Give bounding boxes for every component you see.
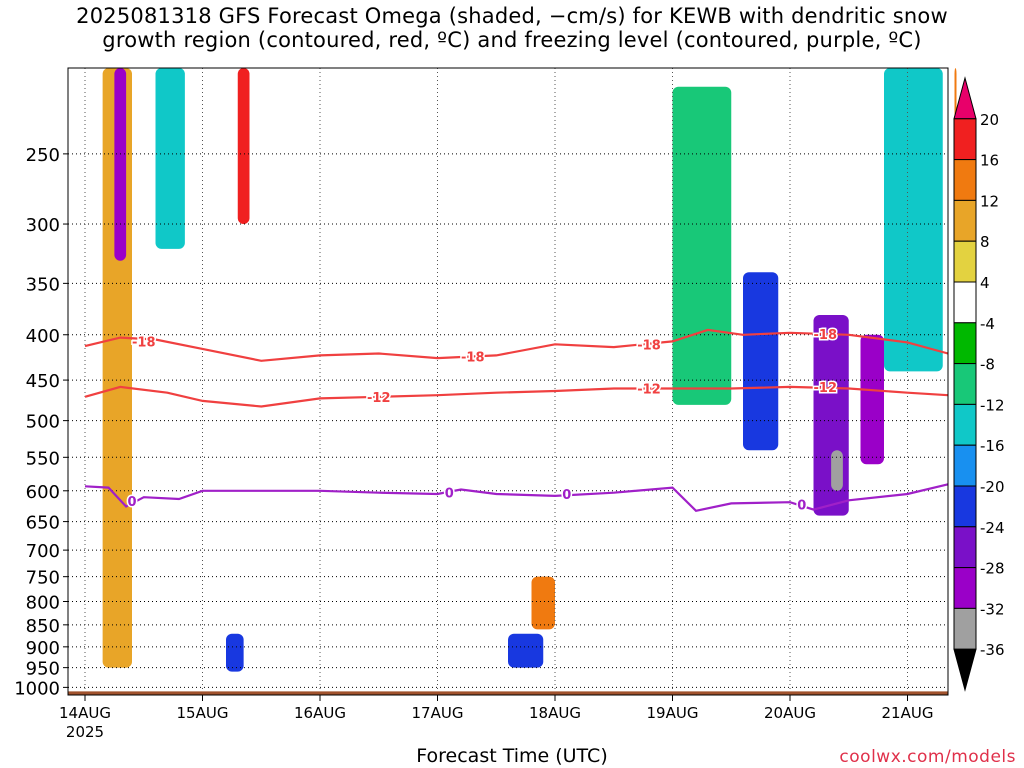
x-tick-label: 18AUG xyxy=(529,704,581,722)
chart-title-line2: growth region (contoured, red, ºC) and f… xyxy=(102,28,922,52)
colorbar-segment xyxy=(953,567,977,609)
colorbar-segment xyxy=(953,526,977,569)
x-tick-label: 21AUG xyxy=(882,704,934,722)
colorbar-label: 4 xyxy=(980,274,990,292)
y-tick-label: 700 xyxy=(26,541,60,562)
omega-shading xyxy=(102,68,957,672)
y-tick-label: 1000 xyxy=(14,678,60,699)
contour-line xyxy=(84,483,949,512)
y-tick-label: 400 xyxy=(26,326,60,347)
axes: 2503003504004505005506006507007508008509… xyxy=(14,145,933,741)
colorbar-segment xyxy=(953,607,977,650)
colorbar-label: -36 xyxy=(980,641,1005,659)
colorbar-segment xyxy=(953,118,977,161)
chart-title: 2025081318 GFS Forecast Omega (shaded, −… xyxy=(0,4,1024,52)
y-tick-label: 800 xyxy=(26,593,60,614)
y-tick-label: 450 xyxy=(26,371,60,392)
colorbar-label: 8 xyxy=(980,233,990,251)
omega-cell xyxy=(531,576,555,630)
colorbar-label: 16 xyxy=(980,152,999,170)
contour-label: -12 xyxy=(637,383,661,398)
x-tick-label: 20AUG xyxy=(764,704,816,722)
contour-label: 0 xyxy=(127,495,136,510)
contour-lines: -18 -18 -18 -18 -12 -12 -12 0 0 0 0 xyxy=(84,326,949,515)
contour-line xyxy=(84,328,949,362)
omega-cell xyxy=(672,86,732,405)
colorbar-segment xyxy=(953,159,977,201)
plot-frame xyxy=(67,67,949,696)
x-tick-label: 19AUG xyxy=(647,704,699,722)
colorbar-segment xyxy=(953,322,977,365)
contour-label: 0 xyxy=(562,488,571,503)
y-tick-label: 500 xyxy=(26,412,60,433)
contour-label: -12 xyxy=(814,381,838,396)
contour-line xyxy=(84,385,949,408)
y-tick-label: 600 xyxy=(26,482,60,503)
omega-cell xyxy=(831,450,843,491)
colorbar-segment xyxy=(953,199,977,242)
omega-cell xyxy=(743,272,779,451)
colorbar-segment xyxy=(953,240,977,283)
contour-label: 0 xyxy=(797,499,806,514)
colorbar-segment xyxy=(953,403,977,446)
y-tick-label: 300 xyxy=(26,215,60,236)
colorbar-arrow-top xyxy=(953,76,977,120)
omega-cell xyxy=(813,315,849,516)
colorbar-label: -8 xyxy=(980,356,995,374)
contour-label: -18 xyxy=(461,350,485,365)
x-tick-label: 16AUG xyxy=(294,704,346,722)
colorbar: 20 16 12 8 4 -4 -8 -12 -16 -20 -24 -28 -32 -36 xyxy=(953,76,1005,692)
omega-cell xyxy=(155,68,185,249)
contour-label: -18 xyxy=(132,335,156,350)
colorbar-label: -20 xyxy=(980,478,1005,496)
omega-cell xyxy=(114,68,127,261)
y-tick-label: 850 xyxy=(26,616,60,637)
x-tick-label: 15AUG xyxy=(177,704,229,722)
omega-cell xyxy=(860,334,884,465)
colorbar-label: -16 xyxy=(980,437,1005,455)
colorbar-segment xyxy=(953,485,977,528)
y-tick-label: 350 xyxy=(26,274,60,295)
colorbar-label: 12 xyxy=(980,192,999,210)
x-axis-title: Forecast Time (UTC) xyxy=(416,745,608,767)
omega-cell xyxy=(226,633,244,672)
contour-label: -18 xyxy=(814,328,838,343)
ground-bar xyxy=(68,691,948,695)
omega-cell xyxy=(884,68,943,372)
x-tick-label: 14AUG xyxy=(59,704,111,722)
colorbar-arrow-bottom xyxy=(953,648,977,692)
contour-label: -18 xyxy=(637,338,661,353)
y-tick-label: 250 xyxy=(26,145,60,166)
y-tick-label: 900 xyxy=(26,638,60,659)
colorbar-label: -32 xyxy=(980,600,1005,618)
credit-link[interactable]: coolwx.com/models xyxy=(839,747,1016,767)
colorbar-label: -24 xyxy=(980,519,1005,537)
omega-cell xyxy=(508,633,544,668)
x-tick-sublabel: 2025 xyxy=(66,723,104,741)
omega-cell xyxy=(237,68,250,225)
grid-lines xyxy=(68,68,948,695)
colorbar-label: -12 xyxy=(980,396,1005,414)
colorbar-segment xyxy=(953,363,977,405)
colorbar-label: 20 xyxy=(980,111,999,129)
colorbar-label: -4 xyxy=(980,315,995,333)
y-tick-label: 950 xyxy=(26,659,60,680)
y-tick-label: 650 xyxy=(26,513,60,534)
colorbar-label: -28 xyxy=(980,560,1005,578)
contour-label: -12 xyxy=(367,391,391,406)
x-tick-label: 17AUG xyxy=(412,704,464,722)
y-tick-label: 750 xyxy=(26,568,60,589)
y-tick-label: 550 xyxy=(26,448,60,469)
contour-label: 0 xyxy=(445,487,454,502)
colorbar-segment xyxy=(953,281,977,324)
colorbar-segment xyxy=(953,444,977,487)
chart-title-line1: 2025081318 GFS Forecast Omega (shaded, −… xyxy=(76,4,948,28)
